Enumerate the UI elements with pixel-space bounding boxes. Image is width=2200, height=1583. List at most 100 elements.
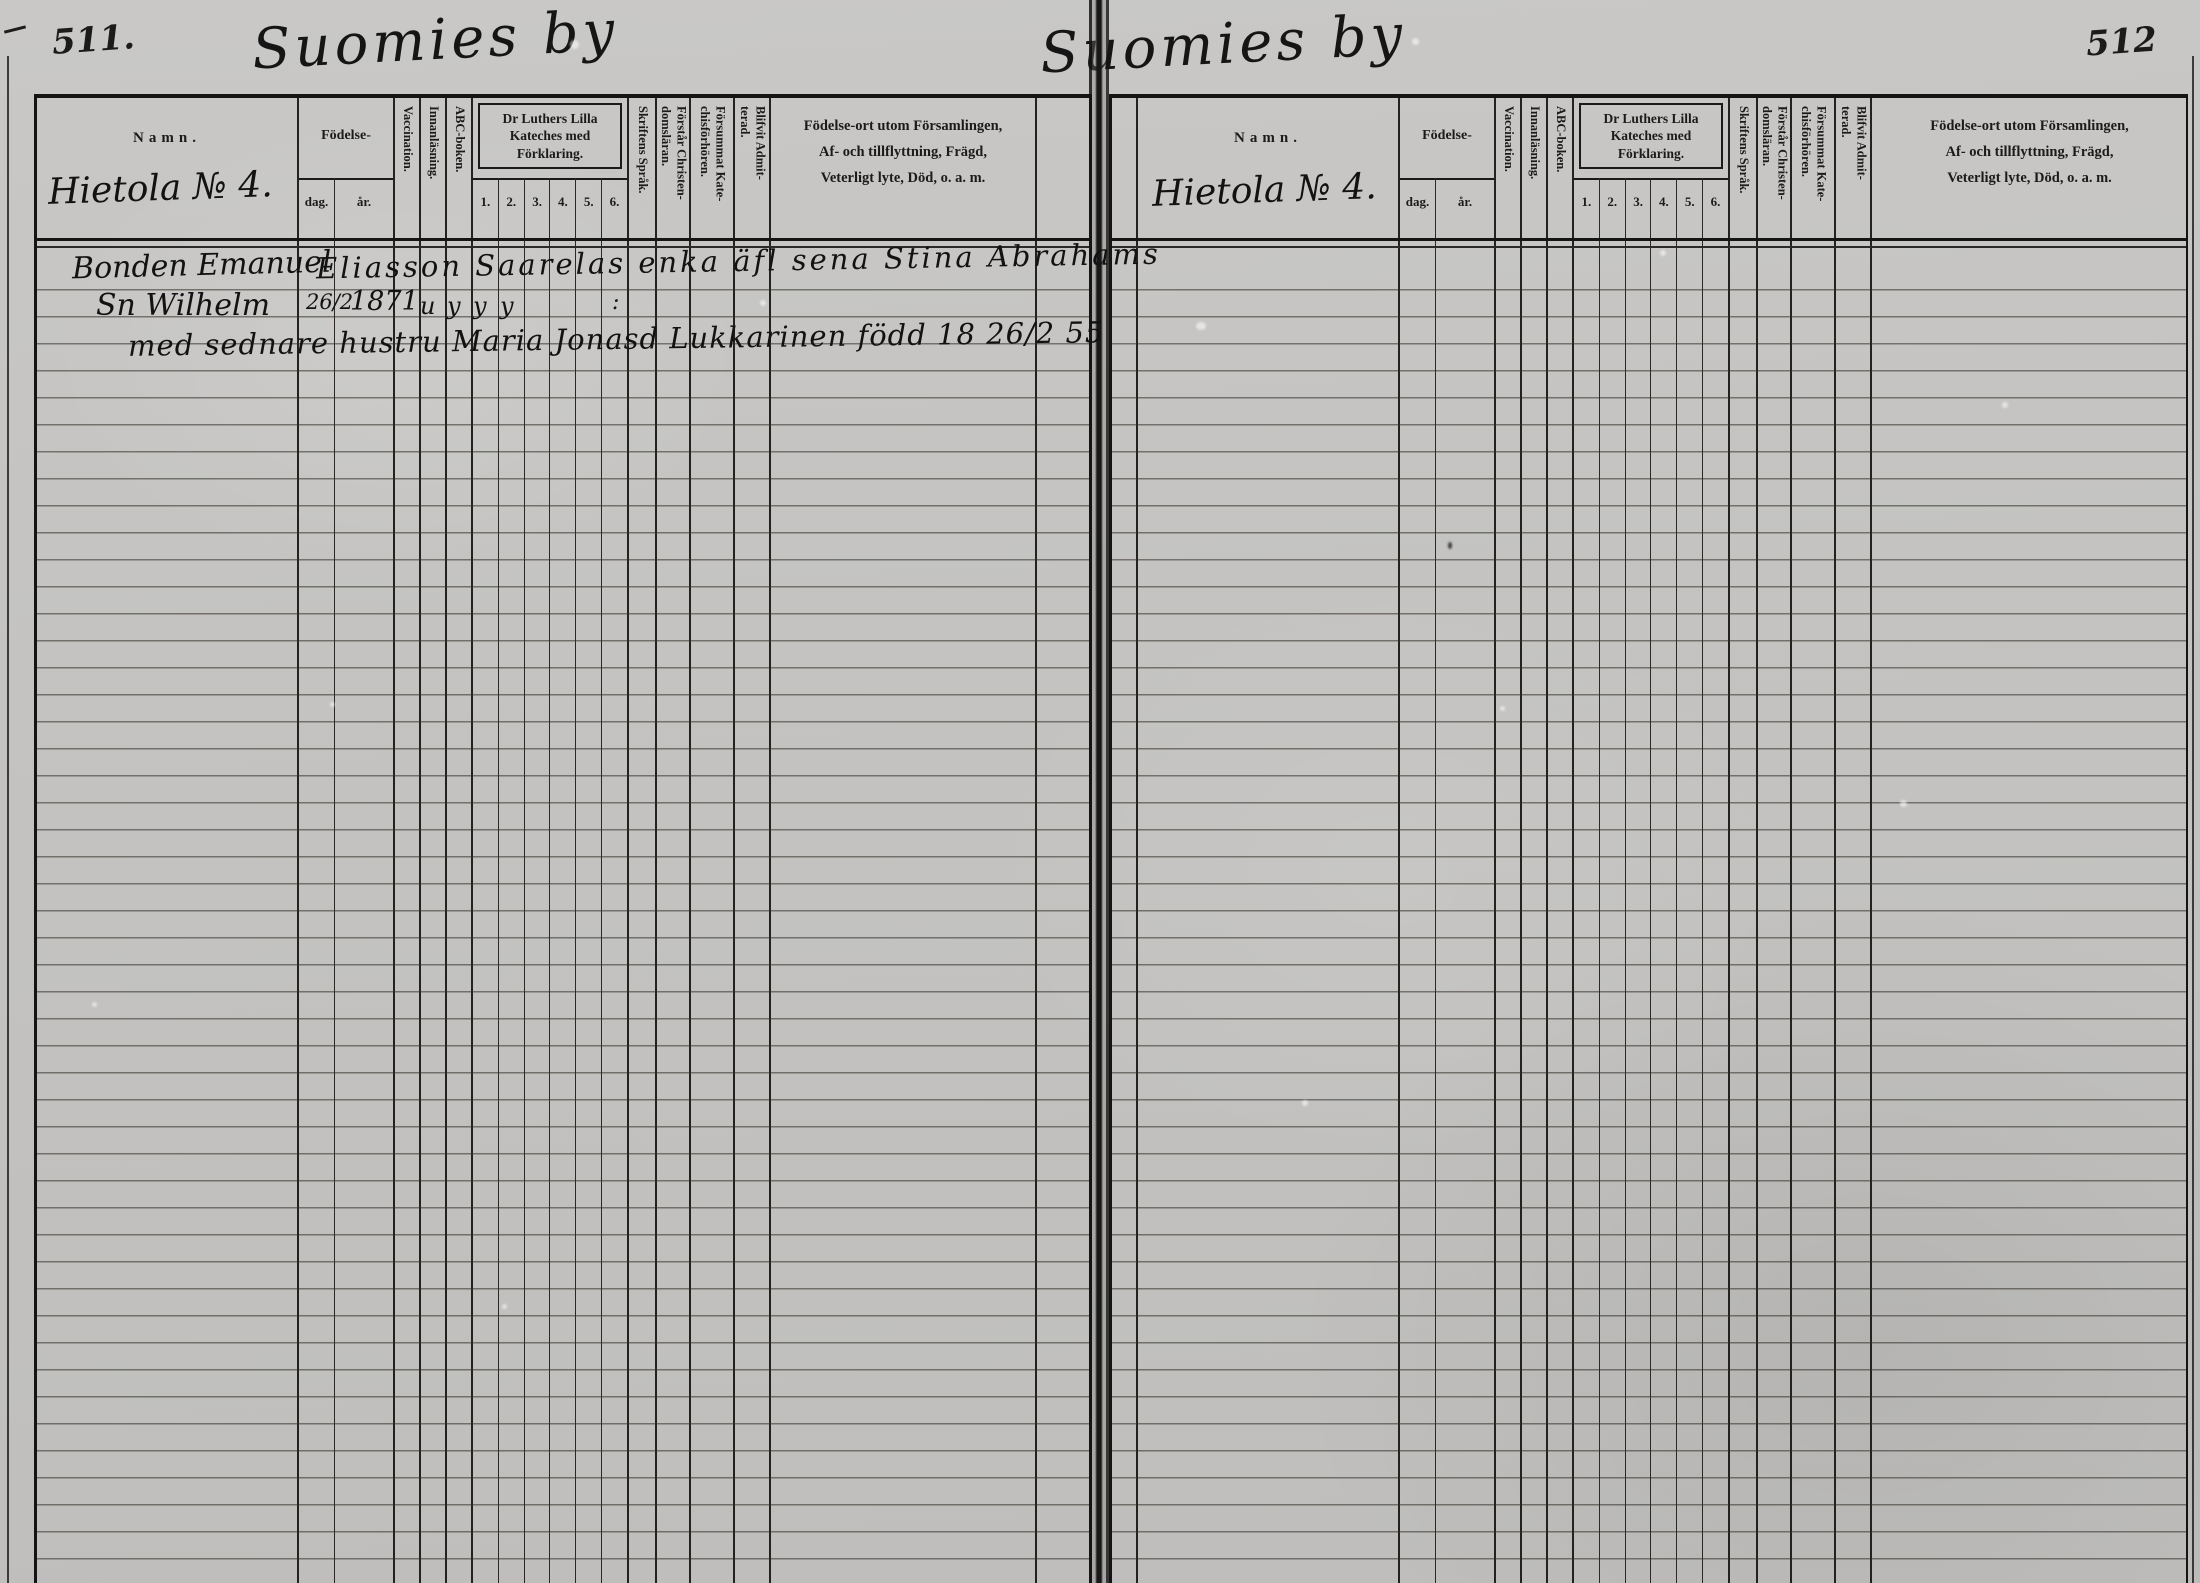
kateches-2-header: 2. [506, 194, 517, 209]
dag-header: dag. [304, 194, 329, 209]
house-name-script-left: Hietola № 4. [47, 164, 274, 213]
blifvit-header: Blifvit Admit- terad. [736, 106, 768, 234]
paper-speck [92, 1002, 97, 1007]
fodelseort-header-line3: Veterligt lyte, Död, o. a. m. [820, 170, 986, 187]
column-kateches: Dr Luthers Lilla Kateches med Förklaring… [473, 98, 629, 1583]
kateches-5-header: 5. [1684, 194, 1695, 209]
column-forstar-christendomslaran: Förstår Christen- domsläran. [1758, 98, 1792, 1583]
kateches-header: Dr Luthers Lilla Kateches med Förklaring… [478, 103, 622, 169]
column-forsummat-katechisforhoren: Försummat Kate- chisförhören. [1792, 98, 1836, 1583]
forstar-header: Förstår Christen- domsläran. [657, 106, 689, 234]
forsummat-header-line1: Försummat Kate- [1814, 106, 1829, 202]
dag-header: dag. [1405, 194, 1430, 209]
subcolumn-kateches-3: 3. [525, 178, 551, 1583]
fodelseort-header-line1: Födelse-ort utom Församlingen, [1930, 118, 2129, 134]
abc-boken-header: ABC-boken. [452, 106, 467, 173]
kateches-5-header: 5. [583, 194, 594, 209]
column-fodelse: Födelse- dag. år. [1400, 98, 1496, 1583]
subcolumn-kateches-4: 4. [550, 178, 577, 1583]
ink-speck [1448, 542, 1452, 549]
fodelseort-header-line2: Af- och tillflyttning, Frägd, [1945, 144, 2114, 161]
entry-row2-birth-day: 26/2 [306, 290, 354, 314]
column-kateches: Dr Luthers Lilla Kateches med Förklaring… [1574, 98, 1730, 1583]
paper-speck [330, 702, 335, 707]
abc-boken-header: ABC-boken. [1553, 106, 1568, 173]
kateches-header: Dr Luthers Lilla Kateches med Förklaring… [1579, 103, 1723, 169]
entry-row2-name: Sn Wilhelm [96, 288, 271, 323]
column-vaccination: Vaccination. [1496, 98, 1522, 1583]
innanlasning-header: Innanläsning. [1527, 106, 1542, 180]
column-innanlasning: Innanläsning. [1522, 98, 1548, 1583]
kateches-subcolumns: 1. 2. 3. 4. 5. 6. [1574, 178, 1728, 1583]
fodelse-subcolumns: dag. år. [1400, 178, 1494, 1583]
column-skriftens-sprak: Skriftens Språk. [1730, 98, 1758, 1583]
forstar-header-line1: Förstår Christen- [1775, 106, 1790, 200]
kateches-1-header: 1. [1581, 194, 1592, 209]
fodelse-subcolumns: dag. år. [299, 178, 393, 1583]
paper-speck [1500, 706, 1505, 711]
subcolumn-dag: dag. [1400, 178, 1436, 1583]
forstar-header: Förstår Christen- domsläran. [1758, 106, 1790, 234]
forsummat-header-line1: Försummat Kate- [713, 106, 728, 202]
namn-header: Namn. [133, 130, 201, 146]
subcolumn-kateches-4: 4. [1651, 178, 1678, 1583]
forsummat-header: Försummat Kate- chisförhören. [696, 106, 728, 234]
blifvit-header: Blifvit Admit- terad. [1837, 106, 1869, 234]
subcolumn-kateches-5: 5. [1677, 178, 1704, 1583]
blifvit-header-line1: Blifvit Admit- [1854, 106, 1869, 180]
blifvit-header-line1: Blifvit Admit- [753, 106, 768, 180]
paper-speck [1302, 1100, 1308, 1106]
kateches-1-header: 1. [480, 194, 491, 209]
page-number-right: 512 [2084, 19, 2159, 65]
fodelseort-header: Födelse-ort utom Församlingen, Af- och t… [777, 113, 1029, 191]
subcolumn-dag: dag. [299, 178, 335, 1583]
paper-speck [1660, 250, 1666, 256]
blifvit-header-line2: terad. [738, 106, 752, 138]
column-fodelse: Födelse- dag. år. [299, 98, 395, 1583]
fodelseort-header-line1: Födelse-ort utom Församlingen, [803, 118, 1003, 134]
forstar-header-line2: domsläran. [659, 106, 673, 167]
forstar-header-line2: domsläran. [1760, 106, 1774, 167]
page-right: Namn. Födelse- dag. år. Vaccination. Inn… [1108, 0, 2194, 1583]
fodelse-divider [1400, 178, 1494, 180]
kateches-3-header: 3. [532, 194, 542, 209]
column-vaccination: Vaccination. [395, 98, 421, 1583]
subcolumn-kateches-2: 2. [499, 178, 525, 1583]
skriftens-sprak-header: Skriftens Språk. [1736, 106, 1751, 194]
innanlasning-header: Innanläsning. [426, 106, 441, 180]
subcolumn-kateches-6: 6. [1703, 178, 1728, 1583]
page-left: Namn. Födelse- dag. år. Vaccination. Inn… [6, 0, 1092, 1583]
subcolumn-kateches-6: 6. [602, 178, 627, 1583]
column-fodelseort-anmarkningar: Födelse-ort utom Församlingen, Af- och t… [1872, 98, 2187, 1583]
kateches-2-header: 2. [1607, 194, 1618, 209]
entry-row2-mark: y [473, 292, 487, 320]
register-table-right: Namn. Födelse- dag. år. Vaccination. Inn… [1109, 94, 2188, 1583]
ar-header: år. [1457, 194, 1473, 209]
subcolumn-kateches-2: 2. [1600, 178, 1626, 1583]
entry-row2-mark: u [420, 292, 436, 320]
kateches-6-header: 6. [609, 194, 620, 209]
entry-row2-birth-year: 1871 [350, 286, 419, 317]
subcolumn-kateches-1: 1. [1574, 178, 1600, 1583]
forstar-header-line1: Förstår Christen- [674, 106, 689, 200]
kateches-4-header: 4. [558, 194, 568, 209]
forsummat-header-line2: chisförhören. [698, 106, 712, 177]
entry-row2-dot-mark: : [612, 290, 620, 315]
paper-speck [760, 300, 766, 306]
vaccination-header: Vaccination. [1501, 106, 1516, 172]
house-name-script-right: Hietola № 4. [1151, 166, 1378, 215]
entry-row2-mark: y [447, 292, 461, 320]
book-spine [1089, 0, 1109, 1583]
paper-speck [1900, 800, 1907, 807]
column-margin [1112, 98, 1138, 1583]
forsummat-header: Försummat Kate- chisförhören. [1797, 106, 1829, 234]
fodelseort-header-line2: Af- och tillflyttning, Frägd, [819, 144, 987, 161]
paper-speck [2002, 402, 2008, 408]
column-abc-boken: ABC-boken. [1548, 98, 1574, 1583]
entry-row1-name: Bonden Emanuel [71, 244, 332, 287]
subcolumn-kateches-3: 3. [1626, 178, 1652, 1583]
subcolumn-ar: år. [335, 178, 393, 1583]
vaccination-header: Vaccination. [400, 106, 415, 172]
skriftens-sprak-header: Skriftens Språk. [635, 106, 650, 194]
